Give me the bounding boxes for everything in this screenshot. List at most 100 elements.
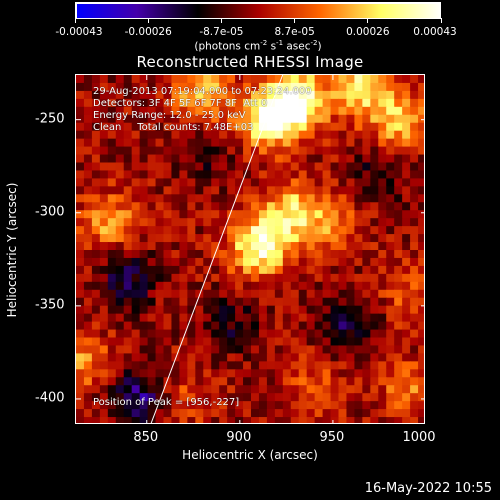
heatmap-cell bbox=[131, 385, 141, 394]
heatmap-cell bbox=[99, 194, 109, 203]
heatmap-cell bbox=[370, 393, 379, 402]
heatmap-cell bbox=[251, 393, 260, 402]
heatmap-cell bbox=[314, 305, 324, 315]
heatmap-cell bbox=[147, 377, 157, 386]
heatmap-cell bbox=[107, 345, 117, 354]
heatmap-cell bbox=[235, 305, 244, 315]
heatmap-cell bbox=[330, 345, 340, 354]
heatmap-cell bbox=[338, 194, 348, 203]
heatmap-cell bbox=[139, 281, 149, 291]
heatmap-cell bbox=[354, 146, 363, 156]
heatmap-cell bbox=[179, 305, 188, 315]
heatmap-cell bbox=[227, 337, 236, 347]
heatmap-cell bbox=[370, 210, 379, 219]
heatmap-cell bbox=[131, 393, 141, 402]
heatmap-cell bbox=[402, 353, 411, 362]
heatmap-cell bbox=[306, 329, 316, 339]
heatmap-cell bbox=[290, 393, 300, 402]
heatmap-cell bbox=[386, 361, 395, 370]
heatmap-cell bbox=[314, 353, 324, 362]
heatmap-cell bbox=[163, 289, 173, 299]
heatmap-cell bbox=[274, 75, 284, 84]
heatmap-cell bbox=[243, 353, 252, 362]
heatmap-cell bbox=[282, 194, 292, 203]
heatmap-cell bbox=[179, 186, 188, 195]
heatmap-cell bbox=[418, 162, 424, 172]
heatmap-cell bbox=[83, 305, 93, 315]
heatmap-cell bbox=[322, 273, 332, 283]
heatmap-cell bbox=[338, 154, 348, 164]
heatmap-cell bbox=[83, 417, 93, 423]
heatmap-cell bbox=[243, 345, 252, 354]
heatmap-cell bbox=[243, 162, 252, 172]
heatmap-cell bbox=[282, 265, 292, 275]
heatmap-cell bbox=[402, 162, 411, 172]
heatmap-cell bbox=[402, 369, 411, 378]
heatmap-cell bbox=[378, 242, 387, 251]
heatmap-cell bbox=[251, 226, 260, 235]
heatmap-cell bbox=[195, 329, 204, 339]
heatmap-cell bbox=[171, 265, 180, 275]
heatmap-cell bbox=[115, 90, 125, 100]
heatmap-cell bbox=[378, 90, 387, 100]
heatmap-cell bbox=[219, 281, 228, 291]
heatmap-cell bbox=[322, 250, 332, 259]
heatmap-cell bbox=[378, 75, 387, 84]
heatmap-cell bbox=[266, 106, 276, 116]
heatmap-cell bbox=[131, 186, 141, 195]
heatmap-cell bbox=[227, 297, 236, 307]
heatmap-cell bbox=[99, 98, 109, 108]
heatmap-cell bbox=[163, 162, 173, 172]
heatmap-cell bbox=[362, 218, 371, 227]
heatmap-cell bbox=[76, 226, 85, 235]
heatmap-cell bbox=[354, 242, 363, 251]
heatmap-cell bbox=[235, 409, 244, 418]
heatmap-cell bbox=[107, 289, 117, 299]
heatmap-cell bbox=[258, 130, 268, 140]
heatmap-cell bbox=[410, 385, 419, 394]
heatmap-cell bbox=[235, 281, 244, 291]
heatmap-cell bbox=[322, 234, 332, 243]
heatmap-cell bbox=[163, 202, 173, 211]
heatmap-cell bbox=[314, 122, 324, 132]
heatmap-cell bbox=[354, 353, 363, 362]
heatmap-cell bbox=[266, 393, 276, 402]
heatmap-cell bbox=[203, 250, 212, 259]
heatmap-cell bbox=[394, 146, 403, 156]
heatmap-cell bbox=[115, 210, 125, 219]
heatmap-cell bbox=[258, 218, 268, 227]
heatmap-cell bbox=[76, 75, 85, 84]
heatmap-cell bbox=[123, 393, 133, 402]
heatmap-cell bbox=[274, 265, 284, 275]
heatmap-cell bbox=[83, 337, 93, 347]
heatmap-cell bbox=[258, 385, 268, 394]
heatmap-cell bbox=[402, 130, 411, 140]
heatmap-cell bbox=[147, 345, 157, 354]
heatmap-cell bbox=[187, 345, 196, 354]
heatmap-cell bbox=[338, 281, 348, 291]
heatmap-cell bbox=[338, 321, 348, 331]
heatmap-cell bbox=[251, 297, 260, 307]
heatmap-cell bbox=[258, 210, 268, 219]
heatmap-cell bbox=[298, 257, 308, 267]
heatmap-cell bbox=[362, 417, 371, 423]
heatmap-cell bbox=[410, 218, 419, 227]
heatmap-cell bbox=[282, 75, 292, 84]
heatmap-cell bbox=[131, 250, 141, 259]
heatmap-cell bbox=[274, 114, 284, 124]
heatmap-cell bbox=[131, 401, 141, 410]
heatmap-cell bbox=[386, 313, 395, 323]
heatmap-cell bbox=[219, 273, 228, 283]
heatmap-cell bbox=[330, 226, 340, 235]
heatmap-cell bbox=[330, 162, 340, 172]
heatmap-cell bbox=[394, 186, 403, 195]
heatmap-cell bbox=[418, 377, 424, 386]
heatmap-cell bbox=[171, 273, 180, 283]
heatmap-cell bbox=[76, 234, 85, 243]
heatmap-cell bbox=[282, 273, 292, 283]
heatmap-cell bbox=[298, 377, 308, 386]
heatmap-cell bbox=[338, 170, 348, 179]
heatmap-cell bbox=[394, 345, 403, 354]
heatmap-cell bbox=[83, 98, 93, 108]
heatmap-cell bbox=[251, 377, 260, 386]
